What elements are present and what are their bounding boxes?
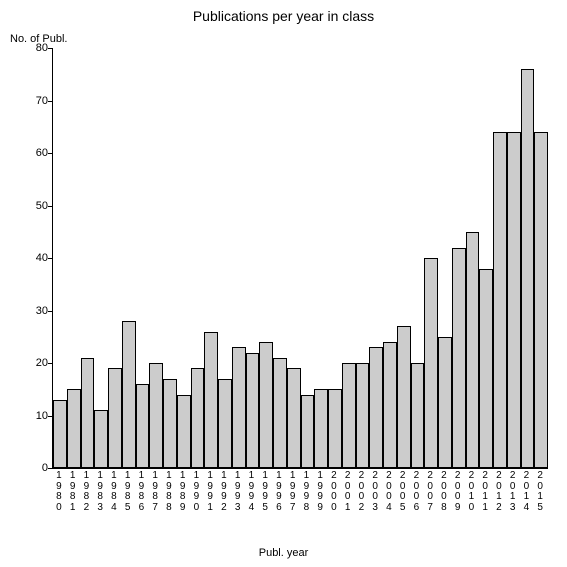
x-tick-label: 2013 [506,471,520,513]
x-tick-label: 1984 [107,471,121,513]
bar [136,384,150,468]
x-tick-label: 1981 [66,471,80,513]
x-tick-label: 2014 [520,471,534,513]
y-tick-mark [48,468,52,469]
bar [493,132,507,468]
plot-area [52,48,548,469]
x-tick-label: 1996 [272,471,286,513]
x-tick-label: 1991 [203,471,217,513]
y-tick-label: 70 [28,95,48,107]
x-tick-label: 2006 [410,471,424,513]
bar [273,358,287,468]
y-tick-mark [48,363,52,364]
bar [81,358,95,468]
bar [218,379,232,468]
bar [163,379,177,468]
bar [369,347,383,468]
bar [287,368,301,468]
bar [521,69,535,468]
x-tick-label: 1992 [217,471,231,513]
x-tick-label: 2004 [382,471,396,513]
x-tick-label: 2000 [327,471,341,513]
x-tick-label: 1985 [121,471,135,513]
x-tick-label: 1982 [80,471,94,513]
x-tick-label: 2003 [368,471,382,513]
x-tick-label: 1999 [313,471,327,513]
y-tick-label: 80 [28,42,48,54]
y-tick-label: 0 [28,462,48,474]
bar [314,389,328,468]
y-tick-mark [48,206,52,207]
x-tick-label: 1990 [190,471,204,513]
x-tick-label: 2010 [465,471,479,513]
chart-container: Publications per year in class No. of Pu… [0,0,567,567]
y-tick-label: 30 [28,305,48,317]
bar [259,342,273,468]
bar [452,248,466,469]
x-tick-label: 2008 [437,471,451,513]
bar [424,258,438,468]
x-tick-label: 1988 [162,471,176,513]
x-tick-label: 2002 [355,471,369,513]
bar [479,269,493,469]
bar [204,332,218,469]
x-tick-label: 1994 [245,471,259,513]
bar [122,321,136,468]
x-tick-label: 2011 [478,471,492,513]
y-tick-mark [48,48,52,49]
y-tick-label: 50 [28,200,48,212]
bar [53,400,67,468]
bar [328,389,342,468]
x-tick-label: 1997 [286,471,300,513]
y-tick-mark [48,153,52,154]
y-tick-mark [48,258,52,259]
bar [383,342,397,468]
y-tick-mark [48,311,52,312]
bar [177,395,191,469]
bar [108,368,122,468]
bar [301,395,315,469]
y-tick-label: 40 [28,252,48,264]
bar [191,368,205,468]
bar [246,353,260,469]
bar [94,410,108,468]
bar [67,389,81,468]
chart-title: Publications per year in class [0,8,567,24]
x-tick-label: 1983 [93,471,107,513]
x-tick-label: 1987 [148,471,162,513]
bar [232,347,246,468]
bar [356,363,370,468]
x-axis-label: Publ. year [0,547,567,559]
y-tick-mark [48,416,52,417]
x-tick-label: 2005 [396,471,410,513]
bar [507,132,521,468]
x-tick-label: 2009 [451,471,465,513]
x-tick-label: 2012 [492,471,506,513]
y-tick-label: 20 [28,357,48,369]
x-tick-label: 1993 [231,471,245,513]
y-tick-mark [48,101,52,102]
x-tick-label: 1980 [52,471,66,513]
bar [397,326,411,468]
x-tick-label: 1986 [135,471,149,513]
x-tick-label: 2007 [423,471,437,513]
bar [342,363,356,468]
bar [466,232,480,468]
x-tick-label: 1989 [176,471,190,513]
x-tick-label: 2015 [533,471,547,513]
bar [534,132,548,468]
y-tick-label: 10 [28,410,48,422]
x-tick-label: 2001 [341,471,355,513]
bar [438,337,452,468]
x-tick-label: 1998 [300,471,314,513]
bar [149,363,163,468]
bar [411,363,425,468]
x-tick-label: 1995 [258,471,272,513]
y-tick-label: 60 [28,147,48,159]
